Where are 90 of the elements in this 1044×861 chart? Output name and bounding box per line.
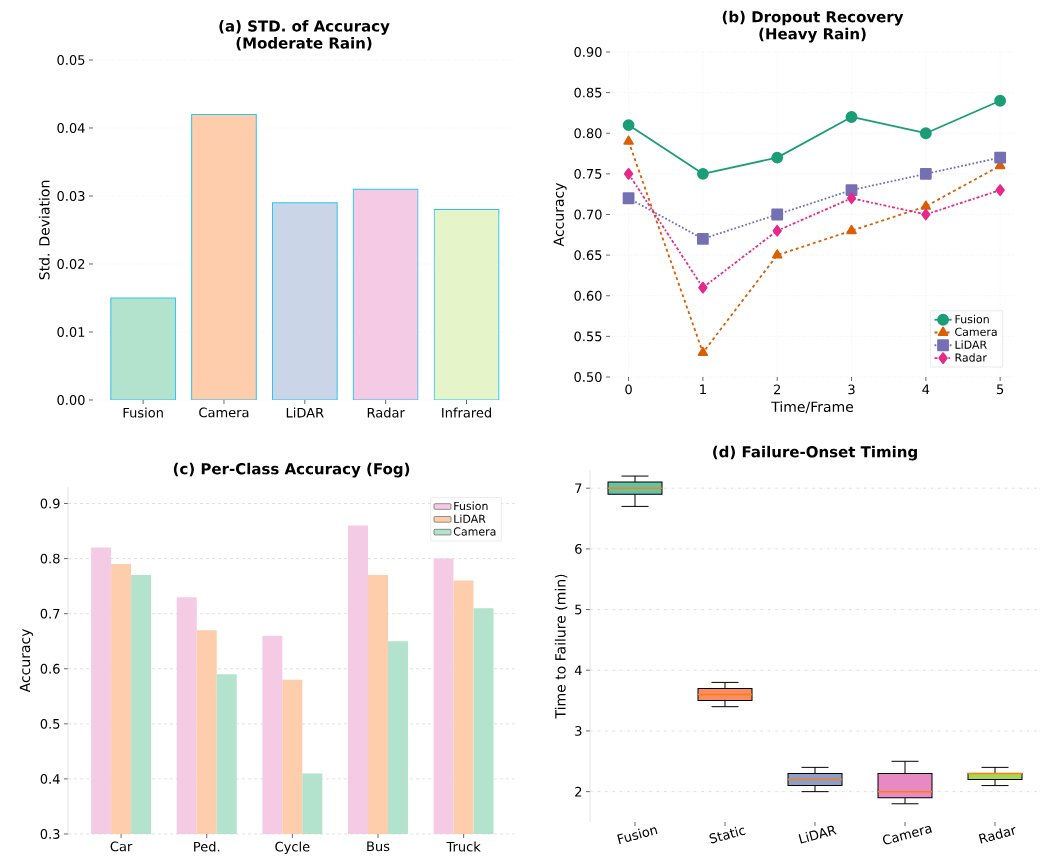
chart-title: (c) Per-Class Accuracy (Fog) <box>173 462 410 478</box>
y-tick-label: 0.9 <box>40 498 60 509</box>
y-tick-label: 0.60 <box>574 290 602 301</box>
x-tick-label: Static <box>709 826 746 844</box>
y-tick-label: 5 <box>575 604 582 615</box>
legend-label: Camera <box>453 527 496 536</box>
y-tick-label: 0.85 <box>574 87 602 98</box>
x-tick-label: Truck <box>446 841 481 852</box>
x-tick-label: Bus <box>367 841 390 852</box>
y-tick-label: 0.55 <box>574 331 602 342</box>
chart-title: (d) Failure-Onset Timing <box>713 445 917 461</box>
y-tick-label: 0.90 <box>574 47 602 57</box>
point <box>623 167 634 180</box>
point <box>919 167 932 180</box>
y-axis-title: Time to Failure (min) <box>554 574 568 719</box>
y-tick-label: 0.8 <box>40 553 60 564</box>
x-tick-label: Fusion <box>617 827 658 844</box>
x-tick-label: Camera <box>883 826 932 845</box>
point <box>994 94 1007 107</box>
y-tick-label: 0.5 <box>40 718 60 729</box>
point <box>696 167 709 180</box>
x-tick-label: 5 <box>997 384 1004 395</box>
y-tick-label: 0.70 <box>574 209 602 220</box>
y-tick-label: 7 <box>575 483 582 493</box>
y-tick-label: 0.75 <box>574 168 602 179</box>
y-axis-title: Accuracy <box>553 182 567 247</box>
x-tick-label: Fusion <box>123 407 163 418</box>
y-tick-label: 0.03 <box>57 191 85 201</box>
x-tick-label: Cycle <box>275 841 310 855</box>
x-axis-title: Time/Frame <box>771 401 854 414</box>
y-axis-title: Accuracy <box>19 628 33 693</box>
x-tick-label: Camera <box>199 407 249 418</box>
point <box>995 184 1005 197</box>
y-tick-label: 0.04 <box>57 123 85 133</box>
y-tick-label: 0.7 <box>40 608 60 619</box>
y-tick-label: 0.02 <box>57 259 85 269</box>
y-tick-label: 0.4 <box>40 773 60 784</box>
chart-title: (b) Dropout Recovery <box>722 10 904 26</box>
y-tick-label: 0.01 <box>57 327 85 337</box>
point <box>846 192 857 205</box>
x-tick-label: Radar <box>978 827 1016 844</box>
chart-subtitle: (Heavy Rain) <box>759 27 866 43</box>
chart-title: (a) STD. of Accuracy <box>219 20 390 35</box>
x-tick-label: 4 <box>922 384 930 394</box>
legend-label: LiDAR <box>955 340 987 349</box>
legend-label: Fusion <box>454 501 488 511</box>
y-tick-label: 2 <box>575 786 582 797</box>
point <box>845 111 858 123</box>
point <box>697 346 709 357</box>
point <box>771 208 784 221</box>
y-tick-label: 0.80 <box>574 128 602 139</box>
legend-label: Fusion <box>955 314 989 324</box>
y-tick-label: 3 <box>575 726 582 736</box>
y-tick-label: 0.50 <box>574 372 602 382</box>
legend-label: Radar <box>955 353 987 362</box>
x-tick-label: Infrared <box>442 407 491 418</box>
y-tick-label: 0.3 <box>40 829 60 839</box>
x-tick-label: LiDAR <box>286 407 324 418</box>
y-tick-label: 6 <box>575 543 582 554</box>
x-tick-label: Radar <box>367 407 405 418</box>
legend-label: LiDAR <box>454 514 486 523</box>
point <box>919 127 932 140</box>
point <box>846 224 857 235</box>
x-tick-label: 1 <box>700 384 706 394</box>
x-tick-label: 0 <box>625 384 632 395</box>
point <box>623 135 634 145</box>
y-axis-title: Std. Deviation <box>38 180 50 280</box>
legend-label: Camera <box>955 327 997 336</box>
y-tick-label: 4 <box>574 665 582 675</box>
y-tick-label: 0.6 <box>40 663 60 674</box>
x-tick-label: Car <box>110 841 133 852</box>
x-tick-label: 3 <box>848 384 855 395</box>
point <box>698 281 708 294</box>
point <box>921 208 931 221</box>
point <box>920 200 932 210</box>
point <box>622 119 635 132</box>
x-tick-label: Ped. <box>194 841 220 852</box>
point <box>771 151 784 164</box>
point <box>772 224 782 237</box>
point <box>696 232 709 245</box>
y-tick-label: 0.00 <box>57 395 85 405</box>
point <box>622 192 635 205</box>
y-tick-label: 0.05 <box>57 55 85 65</box>
x-tick-label: 2 <box>774 384 781 395</box>
point <box>771 249 783 259</box>
point <box>994 151 1007 164</box>
bar <box>191 113 257 400</box>
y-tick-label: 0.65 <box>574 250 602 261</box>
x-tick-label: LiDAR <box>798 825 837 844</box>
chart-subtitle: (Moderate Rain) <box>236 37 372 51</box>
